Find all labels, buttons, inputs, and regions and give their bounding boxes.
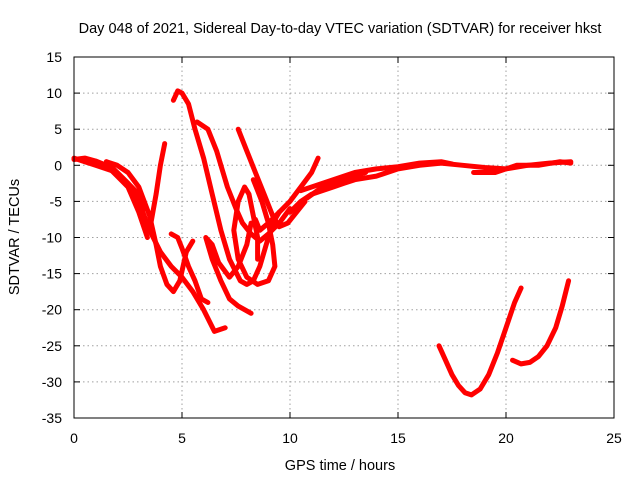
- series-track-10: [231, 177, 278, 287]
- y-tick-label: 5: [54, 121, 62, 137]
- chart-title: Day 048 of 2021, Sidereal Day-to-day VTE…: [79, 21, 602, 37]
- y-axis-label: SDTVAR / TECUs: [7, 179, 23, 295]
- y-tick-label: 10: [46, 85, 62, 101]
- series-track-6: [168, 231, 211, 305]
- x-tick-label: 15: [390, 430, 406, 446]
- series-track-18: [510, 278, 572, 367]
- series-track-2: [71, 155, 148, 212]
- series-track-4: [103, 159, 228, 334]
- axis-ticks: 0 5 10 15 20 25 -35 -30 -25 -20 -15 -10 -5 0 5 10 15: [42, 49, 622, 446]
- series-track-5: [147, 141, 168, 233]
- y-tick-label: 15: [46, 49, 62, 65]
- x-axis-label: GPS time / hours: [285, 458, 395, 474]
- x-tick-label: 5: [178, 430, 186, 446]
- series-track-16: [471, 159, 574, 175]
- series-track-12: [252, 155, 321, 233]
- series-track-7: [170, 88, 282, 287]
- series-track-13: [287, 159, 574, 215]
- y-tick-label: -35: [42, 410, 62, 426]
- x-tick-label: 25: [606, 430, 622, 446]
- y-tick-label: -5: [50, 193, 63, 209]
- y-tick-label: -10: [42, 230, 62, 246]
- series-track-15: [304, 170, 369, 201]
- x-tick-label: 10: [282, 430, 298, 446]
- y-tick-label: -15: [42, 266, 62, 282]
- series-layer: [71, 88, 574, 398]
- series-track-9: [235, 126, 308, 230]
- y-tick-label: 0: [54, 157, 62, 173]
- y-tick-label: -25: [42, 338, 62, 354]
- series-track-17: [436, 285, 524, 398]
- x-tick-label: 0: [70, 430, 78, 446]
- x-tick-label: 20: [498, 430, 514, 446]
- y-tick-label: -20: [42, 302, 62, 318]
- y-tick-label: -30: [42, 374, 62, 390]
- series-track-14: [298, 159, 455, 194]
- series-track-11: [203, 220, 254, 316]
